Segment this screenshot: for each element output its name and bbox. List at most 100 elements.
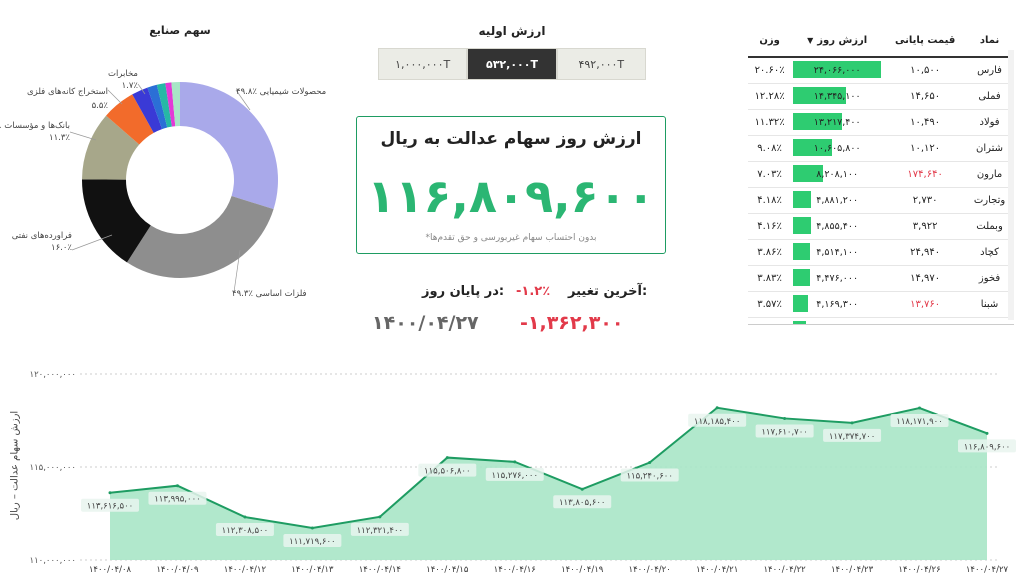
initial-value-button-532000[interactable]: ۵۳۲,۰۰۰T (467, 48, 557, 80)
data-point[interactable] (513, 460, 517, 464)
last-change-percent: -۱.۲٪ (516, 284, 551, 299)
cell-price: ۱۴,۹۷۰ (883, 265, 968, 292)
series-line (109, 406, 988, 530)
cell-price: ۱۰,۱۲۰ (883, 135, 968, 162)
data-point[interactable] (648, 461, 652, 465)
donut-label: فراورده‌های نفتی (12, 231, 72, 241)
donut-label: ... بانک‌ها و مؤسسات (0, 121, 70, 131)
initial-value-button-1000000[interactable]: ۱,۰۰۰,۰۰۰T (378, 48, 468, 80)
cell-weight: ۲۰.۶۰٪ (748, 57, 792, 84)
cell-price: ۱۷۴,۶۴۰ (883, 161, 968, 188)
data-point[interactable] (310, 526, 314, 530)
col-header-symbol[interactable]: نماد (967, 24, 1012, 58)
cell-weight: ۷.۰۳٪ (748, 161, 792, 188)
data-point[interactable] (243, 515, 247, 519)
table-row[interactable]: کچاد ۲۴,۹۴۰ ۴,۵۱۴,۱۰۰ ۳.۸۶٪ (748, 239, 1012, 266)
cell-symbol: فملی (967, 83, 1012, 110)
donut-leader-line (137, 83, 146, 95)
cell-weight: ۱۱.۳۲٪ (748, 109, 792, 136)
cell-value: ۳,۴۵۳,۰۰۰ (791, 317, 884, 324)
data-label-bg (283, 534, 342, 548)
cell-value-text: ۲۴,۰۶۶,۰۰۰ (813, 65, 861, 76)
donut-slice[interactable] (156, 83, 172, 128)
table-row[interactable]: شتران ۱۰,۱۲۰ ۱۰,۶۰۵,۸۰۰ ۹.۰۸٪ (748, 135, 1012, 162)
cell-value: ۱۴,۳۴۵,۱۰۰ (791, 83, 884, 110)
donut-label: ۴۹.۸٪ محصولات شیمیایی (236, 87, 326, 97)
data-label: ۱۱۷,۳۷۴,۷۰۰ (829, 432, 876, 442)
donut-slice[interactable] (165, 82, 176, 127)
cell-price: ۱۷,۰۱۰ (883, 317, 968, 324)
x-tick-label: ۱۴۰۰/۰۴/۱۵ (426, 565, 469, 575)
donut-slice[interactable] (82, 179, 151, 263)
table-row[interactable]: مارون ۱۷۴,۶۴۰ ۸,۲۰۸,۱۰۰ ۷.۰۳٪ (748, 161, 1012, 188)
donut-slice[interactable] (171, 82, 180, 127)
data-point[interactable] (445, 456, 449, 460)
y-tick-label: ۱۱۵,۰۰۰,۰۰۰ (30, 463, 77, 473)
last-change-label: آخرین تغییر: (568, 284, 648, 299)
table-scrollbar[interactable] (1008, 50, 1014, 320)
data-label: ۱۱۳,۹۹۵,۰۰۰ (154, 495, 201, 505)
cell-value: ۱۳,۲۱۷,۴۰۰ (791, 109, 884, 136)
cell-price: ۳,۹۲۲ (883, 213, 968, 240)
value-bar (793, 295, 809, 312)
cell-price: ۱۴,۶۵۰ (883, 83, 968, 110)
donut-slice[interactable] (147, 84, 168, 130)
data-label-bg (890, 414, 949, 428)
cell-value-text: ۴,۵۱۴,۱۰۰ (816, 247, 859, 258)
cell-weight: ۳.۵۷٪ (748, 291, 792, 318)
data-point[interactable] (580, 487, 584, 491)
cell-value: ۴,۴۷۶,۰۰۰ (791, 265, 884, 292)
donut-slice[interactable] (82, 115, 140, 180)
data-point[interactable] (108, 491, 112, 495)
data-label: ۱۱۳,۶۱۶,۵۰۰ (87, 502, 134, 512)
donut-label: ۴۹.۳٪ فلزات اساسی (232, 289, 307, 299)
data-point[interactable] (715, 406, 719, 410)
data-point[interactable] (918, 406, 922, 410)
data-label-bg (350, 522, 409, 536)
data-label: ۱۱۲,۳۰۸,۵۰۰ (222, 526, 269, 536)
cell-symbol: وتجارت (967, 187, 1012, 214)
table-row[interactable]: فولاد ۱۰,۴۹۰ ۱۳,۲۱۷,۴۰۰ ۱۱.۳۲٪ (748, 109, 1012, 136)
card-note: *بدون احتساب سهام غیربورسی و حق تقدم‌ها (425, 233, 597, 243)
x-tick-label: ۱۴۰۰/۰۴/۱۲ (224, 565, 267, 575)
data-point[interactable] (985, 431, 989, 435)
data-point[interactable] (850, 421, 854, 425)
cell-symbol: شتران (967, 135, 1012, 162)
data-label-bg (485, 467, 544, 481)
donut-leader-line (107, 89, 123, 105)
donut-slice[interactable] (106, 94, 154, 145)
data-label-bg (553, 495, 612, 509)
cell-symbol: شبنا (967, 291, 1012, 318)
table-row[interactable]: وبملت ۳,۹۲۲ ۴,۸۵۵,۴۰۰ ۴.۱۶٪ (748, 213, 1012, 240)
table-row[interactable]: فارس ۱۰,۵۰۰ ۲۴,۰۶۶,۰۰۰ ۲۰.۶۰٪ (748, 57, 1012, 84)
data-label: ۱۱۸,۱۸۵,۴۰۰ (694, 417, 741, 427)
donut-slice[interactable] (126, 196, 274, 278)
data-point[interactable] (783, 416, 787, 420)
donut-slice[interactable] (180, 82, 278, 210)
value-bar (793, 165, 824, 182)
value-bar (793, 321, 806, 324)
cell-value: ۴,۸۵۵,۴۰۰ (791, 213, 884, 240)
data-label: ۱۱۵,۲۷۶,۰۰۰ (492, 471, 539, 481)
data-label: ۱۱۷,۶۱۰,۷۰۰ (761, 427, 808, 437)
donut-label: مخابرات (108, 69, 138, 79)
table-row[interactable]: شبنا ۱۳,۷۶۰ ۴,۱۶۹,۳۰۰ ۳.۵۷٪ (748, 291, 1012, 318)
industry-donut-chart: ۴۹.۸٪ محصولات شیمیایی ۴۹.۳٪ فلزات اساسی فر… (0, 69, 326, 299)
table-row[interactable]: وتجارت ۲,۷۳۰ ۴,۸۸۱,۲۰۰ ۴.۱۸٪ (748, 187, 1012, 214)
cell-price: ۱۰,۴۹۰ (883, 109, 968, 136)
donut-slice[interactable] (132, 87, 163, 133)
table-row[interactable]: فخوز ۱۴,۹۷۰ ۴,۴۷۶,۰۰۰ ۳.۸۳٪ (748, 265, 1012, 292)
col-header-value[interactable]: ارزش روز▼ (791, 24, 884, 58)
donut-label: استخراج کانه‌های فلزی (27, 87, 108, 97)
table-row[interactable]: فملی ۱۴,۶۵۰ ۱۴,۳۴۵,۱۰۰ ۱۲.۲۸٪ (748, 83, 1012, 110)
col-header-price[interactable]: قیمت پایانی (883, 24, 968, 58)
cell-price: ۱۳,۷۶۰ (883, 291, 968, 318)
initial-value-button-492000[interactable]: ۴۹۲,۰۰۰T (556, 48, 646, 80)
cell-value: ۲۴,۰۶۶,۰۰۰ (791, 57, 884, 84)
data-point[interactable] (175, 484, 179, 488)
data-point[interactable] (378, 515, 382, 519)
cell-price: ۲۴,۹۴۰ (883, 239, 968, 266)
col-header-weight[interactable]: وزن (748, 24, 792, 58)
end-of-day-label: در پایان روز: (422, 284, 505, 299)
